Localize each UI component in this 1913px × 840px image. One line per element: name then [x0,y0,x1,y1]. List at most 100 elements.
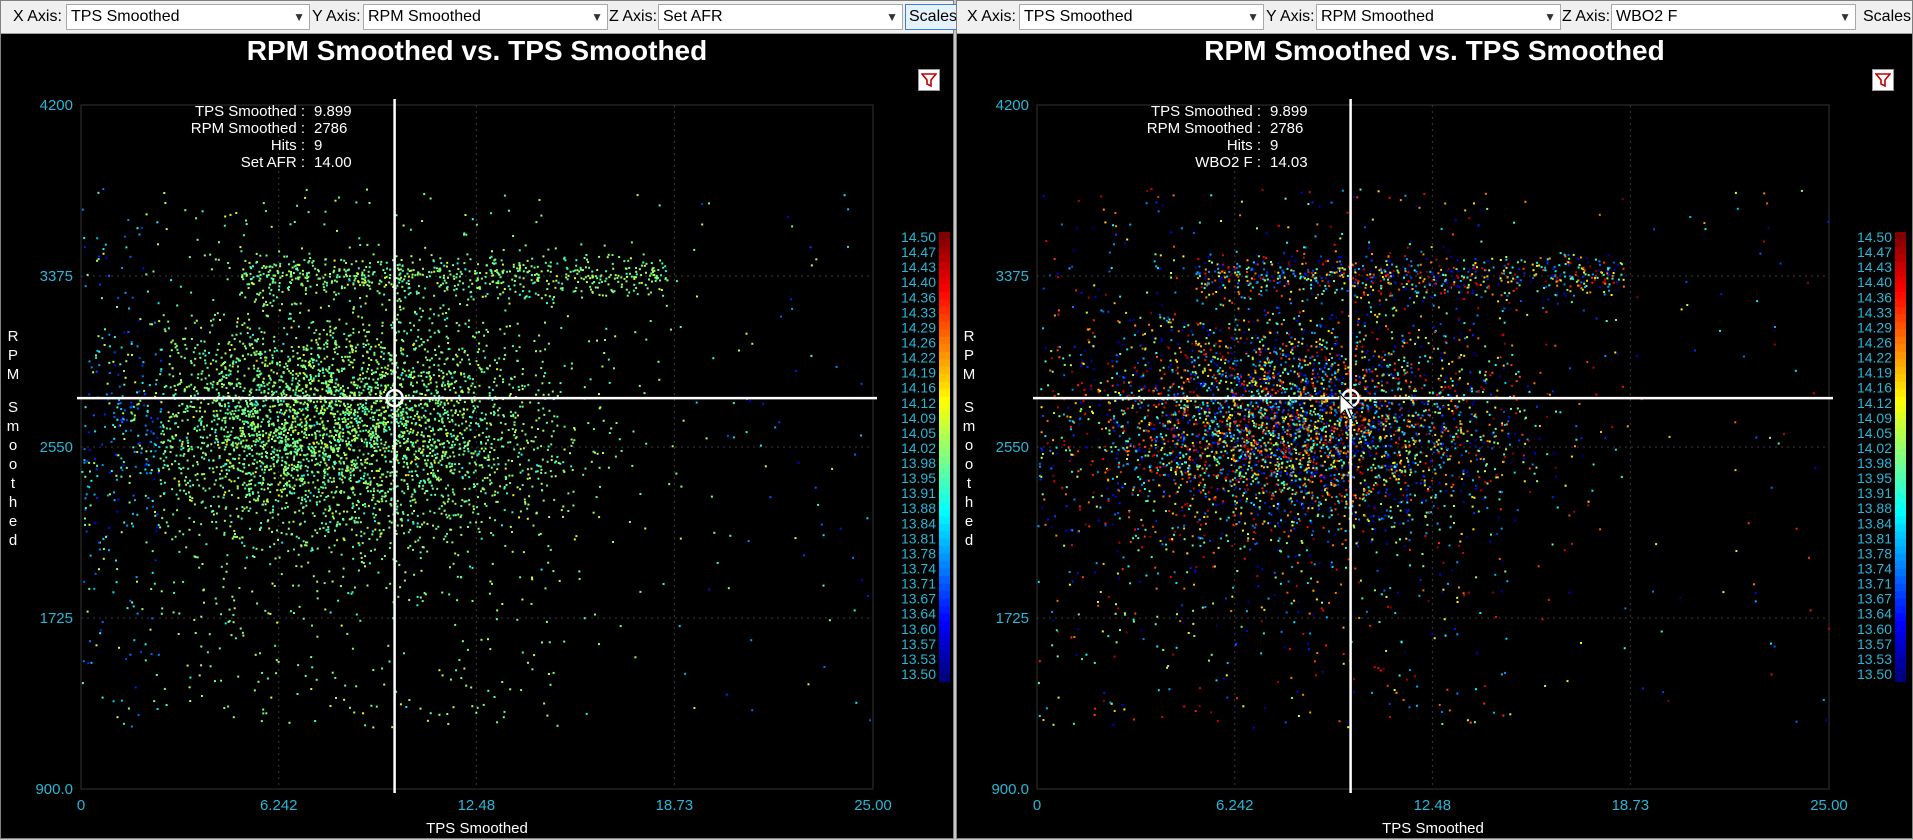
data-point [306,272,308,274]
data-point [363,454,365,456]
data-point [229,515,231,517]
data-point [227,392,229,394]
data-point [540,367,542,369]
data-point [474,436,476,438]
data-point [180,356,182,358]
data-point [546,422,548,424]
data-point [266,466,268,468]
data-point [454,371,456,373]
data-point [553,415,555,417]
data-point [390,542,392,544]
data-point [341,418,343,420]
data-point [252,555,254,557]
data-point [281,376,283,378]
data-point [305,675,307,677]
data-point [156,379,158,381]
data-point [861,383,863,385]
data-point [531,279,533,281]
data-point [256,389,258,391]
data-point [126,467,128,469]
data-point [323,527,325,529]
data-point [400,350,402,352]
data-point [486,367,488,369]
data-point [378,414,380,416]
data-point [397,376,399,378]
data-point [134,499,136,501]
y-tick-label: 2550 [40,439,73,456]
data-point [234,338,236,340]
data-point [209,467,211,469]
data-point [359,493,361,495]
data-point [404,580,406,582]
data-point [240,435,242,437]
data-point [537,294,539,296]
data-point [353,275,355,277]
data-point [313,451,315,453]
data-point [476,224,478,226]
data-point [443,446,445,448]
data-point [497,457,499,459]
data-point [117,454,119,456]
data-point [562,287,564,289]
data-point [552,298,554,300]
data-point [390,324,392,326]
data-point [193,521,195,523]
data-point [301,480,303,482]
data-point [420,375,422,377]
data-point [351,430,353,432]
data-point [302,273,304,275]
data-point [527,384,529,386]
data-point [490,412,492,414]
data-point [192,406,194,408]
data-point [424,247,426,249]
data-point [203,458,205,460]
data-point [520,448,522,450]
data-point [200,664,202,666]
data-point [524,499,526,501]
data-point [543,500,545,502]
data-point [362,378,364,380]
data-point [189,405,191,407]
data-point [262,446,264,448]
data-point [283,393,285,395]
data-point [261,267,263,269]
data-point [196,410,198,412]
data-point [402,423,404,425]
data-point [308,395,310,397]
data-point [340,585,342,587]
data-point [332,337,334,339]
data-point [338,197,340,199]
data-point [419,393,421,395]
data-point [410,376,412,378]
data-point [531,265,533,267]
data-point [214,314,216,316]
data-point [322,372,324,374]
data-point [291,346,293,348]
data-point [340,259,342,261]
data-point [422,380,424,382]
data-point [140,452,142,454]
data-point [154,515,156,517]
data-point [271,277,273,279]
scatter-panel-left[interactable]: X Axis: TPS Smoothed ▼ Y Axis: RPM Smoot… [0,0,954,839]
data-point [326,464,328,466]
data-point [469,363,471,365]
data-point [155,444,157,446]
data-point [248,464,250,466]
data-point [291,467,293,469]
data-point [244,409,246,411]
data-point [340,463,342,465]
data-point [528,504,530,506]
data-point [185,493,187,495]
data-point [221,378,223,380]
data-point [157,513,159,515]
data-point [435,381,437,383]
data-point [332,358,334,360]
data-point [516,619,518,621]
data-point [202,210,204,212]
data-point [318,373,320,375]
data-point [364,413,366,415]
data-point [279,427,281,429]
data-point [103,548,105,550]
